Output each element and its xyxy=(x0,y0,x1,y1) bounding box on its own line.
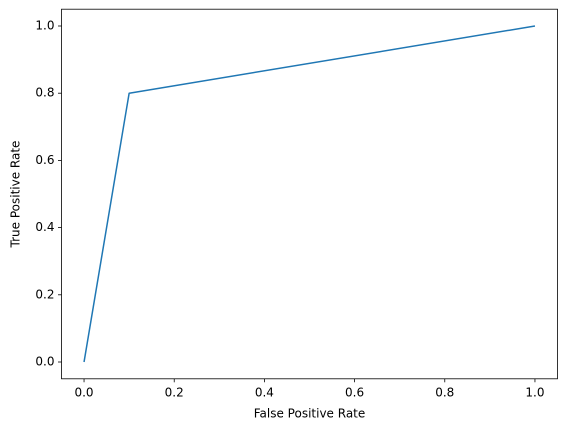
x-tick-label: 0.8 xyxy=(435,385,454,399)
x-tick-label: 0.4 xyxy=(255,385,274,399)
x-axis-label: False Positive Rate xyxy=(254,407,366,421)
y-tick-label: 0.6 xyxy=(35,153,54,167)
y-axis-label: True Positive Rate xyxy=(9,141,23,249)
roc-line xyxy=(83,25,536,363)
x-tick-label: 1.0 xyxy=(525,385,544,399)
y-tick-label: 0.0 xyxy=(35,355,54,369)
x-tick-label: 0.6 xyxy=(345,385,364,399)
y-tick-label: 0.2 xyxy=(35,287,54,301)
x-tick-label: 0.0 xyxy=(74,385,93,399)
x-tick-label: 0.2 xyxy=(165,385,184,399)
y-tick-label: 0.8 xyxy=(35,86,54,100)
y-tick-label: 1.0 xyxy=(35,19,54,33)
plot-frame xyxy=(61,8,558,380)
y-tick-label: 0.4 xyxy=(35,220,54,234)
